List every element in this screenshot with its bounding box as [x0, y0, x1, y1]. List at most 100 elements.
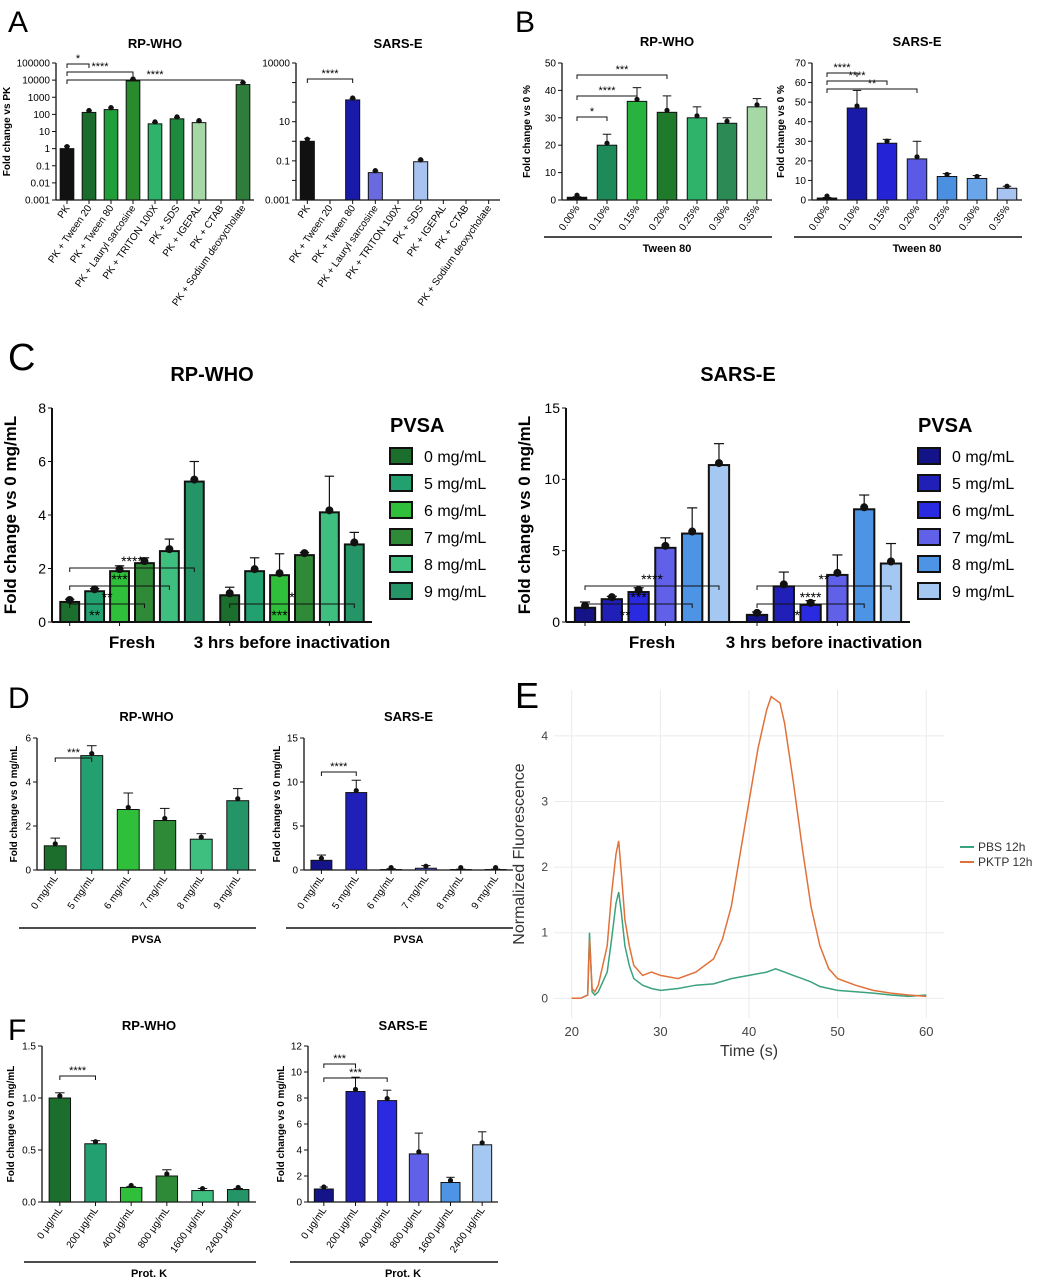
f-sarse-bar — [345, 1091, 366, 1203]
c-rpwho-data-point — [190, 475, 199, 484]
c-sarse-group-label: Fresh — [629, 633, 675, 652]
f-sarse-y-tick-label: 2 — [296, 1172, 302, 1183]
b-sarse-x-tick-label: 0.30% — [957, 203, 982, 233]
e-fluorescence-x-tick-label: 60 — [919, 1024, 933, 1039]
c-rpwho-legend-label: 0 mg/mL — [424, 449, 486, 466]
c-sarse-legend-swatch — [917, 474, 941, 492]
c-sarse-data-point — [779, 580, 788, 589]
c-rpwho-bar — [134, 562, 155, 624]
b-rpwho-x-tick-label: 0.15% — [617, 203, 642, 233]
b-sarse-sig-label: **** — [848, 70, 866, 82]
a-sarse-y-tick-label: 10 — [279, 117, 291, 128]
a-rpwho-data-point — [86, 107, 92, 114]
d-sarse-data-point — [388, 864, 394, 871]
d-rpwho-y-tick-label: 2 — [25, 822, 31, 833]
e-fluorescence-y-tick-label: 0 — [541, 991, 548, 1005]
c-sarse-legend-swatch — [917, 528, 941, 546]
a-rpwho-sig-label: **** — [146, 69, 164, 81]
b-sarse-sig-label: **** — [833, 62, 851, 74]
c-rpwho-y-tick-label: 2 — [38, 560, 46, 576]
f-sarse-sig-label: *** — [349, 1067, 363, 1079]
a-sarse-title: SARS-E — [373, 36, 422, 51]
c-sarse-bar — [707, 464, 731, 624]
f-rpwho-y-tick-label: 0.0 — [22, 1198, 36, 1209]
a-rpwho-bar — [81, 111, 97, 201]
d-rpwho-x-tick-label: 8 mg/mL — [175, 873, 207, 912]
a-rpwho-bar — [125, 80, 141, 201]
a-rpwho-data-point — [64, 144, 70, 150]
d-sarse-title: SARS-E — [384, 709, 433, 724]
f-rpwho-y-tick-label: 0.5 — [22, 1146, 36, 1157]
panel-letter-b: B — [515, 6, 535, 39]
f-rpwho-sig-bracket — [59, 1075, 96, 1080]
f-rpwho-data-point — [164, 1171, 170, 1177]
c-rpwho-legend-swatch — [389, 501, 413, 519]
b-sarse-bar — [906, 158, 928, 201]
b-sarse-bar — [996, 187, 1018, 201]
d-sarse-y-tick-label: 5 — [292, 822, 298, 833]
b-sarse-title: SARS-E — [892, 34, 941, 49]
d-sarse-x-tick-label: 0 mg/mL — [296, 873, 328, 912]
d-sarse-x-tick-label: 6 mg/mL — [365, 873, 397, 912]
c-rpwho-sig-label: * — [289, 589, 295, 605]
c-sarse-sig-label: * — [794, 607, 800, 623]
c-sarse-y-tick-label: 5 — [552, 543, 560, 559]
b-rpwho-bar — [686, 117, 708, 201]
b-sarse-bar — [876, 142, 898, 201]
b-rpwho-sig-label: **** — [598, 85, 616, 97]
a-rpwho-y-tick-label: 10 — [39, 127, 51, 138]
a-sarse-data-point — [304, 136, 310, 142]
f-sarse-data-point — [384, 1096, 390, 1102]
b-rpwho-x-tick-label: 0.35% — [737, 203, 762, 233]
c-sarse-sig-label: *** — [630, 589, 647, 605]
c-rpwho-sig-bracket — [69, 567, 195, 572]
c-rpwho-sig-label: *** — [111, 571, 128, 587]
f-sarse-sig-bracket — [323, 1063, 356, 1068]
a-rpwho-y-tick-label: 1000 — [28, 93, 51, 104]
b-rpwho-data-point — [604, 140, 610, 146]
c-rpwho-data-point — [350, 538, 359, 547]
d-sarse-sig-label: **** — [330, 761, 348, 773]
c-rpwho-sig-bracket — [229, 621, 330, 626]
f-rpwho-data-point — [199, 1185, 206, 1192]
f-rpwho-x-label: Prot. K — [131, 1268, 167, 1280]
panel-letter-d: D — [8, 682, 30, 715]
f-sarse-data-point — [416, 1149, 422, 1155]
c-rpwho-y-tick-label: 4 — [38, 507, 46, 523]
panel-letter-f: F — [8, 1014, 26, 1047]
b-sarse-data-point — [1004, 183, 1010, 189]
c-sarse-sig-label: **** — [800, 589, 822, 605]
b-rpwho-sig-label: *** — [616, 64, 630, 76]
c-rpwho-bar — [294, 554, 315, 623]
d-rpwho-x-tick-label: 9 mg/mL — [212, 873, 244, 912]
d-rpwho-bar — [43, 845, 67, 871]
d-rpwho-y-tick-label: 0 — [25, 866, 31, 877]
a-rpwho-y-tick-label: 100000 — [17, 59, 51, 70]
a-rpwho-bar — [235, 84, 251, 201]
f-rpwho-bar — [155, 1175, 179, 1203]
c-rpwho-sig-label: ** — [102, 589, 113, 605]
c-sarse-bar — [573, 606, 597, 624]
panel-letter-e: E — [515, 675, 539, 716]
e-fluorescence-line-pbs — [571, 891, 927, 1000]
b-sarse-y-tick-label: 10 — [795, 176, 807, 187]
b-rpwho-title: RP-WHO — [640, 34, 694, 49]
f-rpwho-y-tick-label: 1.0 — [22, 1094, 36, 1105]
f-rpwho-x-tick-label: 1600 μg/mL — [169, 1205, 209, 1255]
a-sarse-data-point — [418, 157, 424, 163]
f-sarse-x-label: Prot. K — [385, 1268, 421, 1280]
e-fluorescence-y-tick-label: 1 — [541, 926, 548, 940]
f-rpwho-data-point — [128, 1182, 134, 1189]
d-rpwho-y-label: Fold change vs 0 mg/mL — [9, 746, 20, 863]
b-rpwho-y-tick-label: 50 — [545, 59, 557, 70]
b-rpwho-data-point — [574, 192, 580, 198]
c-rpwho-legend-swatch — [389, 555, 413, 573]
b-rpwho-y-tick-label: 40 — [545, 86, 557, 97]
f-sarse-y-tick-label: 10 — [291, 1068, 303, 1079]
c-rpwho-legend-swatch — [389, 582, 413, 600]
c-rpwho-sig-bracket — [69, 603, 145, 608]
c-rpwho-sig-label: ** — [89, 607, 100, 623]
d-sarse-x-tick-label: 8 mg/mL — [435, 873, 467, 912]
d-rpwho-data-point — [89, 751, 95, 757]
d-rpwho-x-tick-label: 7 mg/mL — [139, 873, 171, 912]
